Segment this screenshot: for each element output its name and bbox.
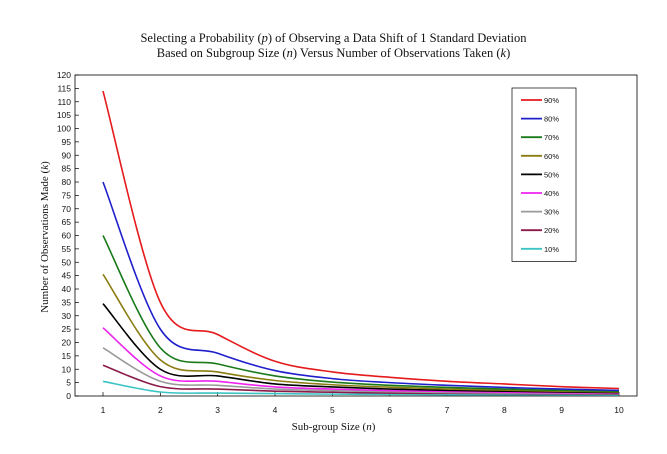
series-line bbox=[102, 90, 620, 390]
y-tick-label: 25 bbox=[62, 324, 72, 334]
title-part: p bbox=[261, 31, 268, 45]
y-tick-label: 95 bbox=[62, 137, 72, 147]
x-tick-label: 2 bbox=[158, 405, 163, 415]
legend-label: 70% bbox=[544, 133, 559, 142]
subtitle-part: n bbox=[286, 46, 293, 60]
y-tick-label: 110 bbox=[57, 97, 71, 107]
ylabel-part: k bbox=[39, 164, 51, 170]
x-tick-label: 4 bbox=[273, 405, 278, 415]
x-tick-label: 3 bbox=[215, 405, 220, 415]
x-tick-label: 8 bbox=[502, 405, 507, 415]
series-line bbox=[102, 327, 620, 394]
y-tick-label: 120 bbox=[57, 70, 71, 80]
title-part: ) of Observing a Data Shift of 1 Standar… bbox=[267, 31, 527, 45]
y-tick-label: 45 bbox=[62, 271, 72, 281]
x-tick-label: 10 bbox=[614, 405, 624, 415]
xlabel-part: ) bbox=[371, 421, 376, 433]
subtitle-part: Based on Subgroup Size ( bbox=[156, 46, 287, 60]
y-tick-label: 30 bbox=[62, 311, 72, 321]
y-tick-label: 0 bbox=[66, 391, 71, 401]
ylabel-part: ) bbox=[39, 161, 51, 165]
y-tick-label: 80 bbox=[62, 177, 72, 187]
y-tick-label: 50 bbox=[62, 257, 72, 267]
y-tick-label: 100 bbox=[57, 124, 71, 134]
y-tick-label: 35 bbox=[62, 297, 72, 307]
series-line bbox=[102, 303, 620, 394]
y-tick-label: 85 bbox=[62, 164, 72, 174]
xlabel-part: Sub-group Size ( bbox=[291, 421, 367, 433]
legend-label: 30% bbox=[544, 208, 559, 217]
series-line bbox=[102, 380, 620, 396]
subtitle-part: ) Versus Number of Observations Taken ( bbox=[292, 46, 501, 60]
legend-label: 90% bbox=[544, 96, 559, 105]
legend-label: 60% bbox=[544, 152, 559, 161]
y-tick-label: 105 bbox=[57, 110, 71, 120]
y-tick-label: 10 bbox=[62, 364, 72, 374]
y-tick-label: 15 bbox=[62, 351, 72, 361]
legend-label: 40% bbox=[544, 189, 559, 198]
y-tick-label: 70 bbox=[62, 204, 72, 214]
y-tick-label: 5 bbox=[66, 378, 71, 388]
y-tick-label: 40 bbox=[62, 284, 72, 294]
legend-label: 10% bbox=[544, 245, 559, 254]
subtitle-part: k bbox=[500, 46, 507, 60]
x-tick-label: 7 bbox=[445, 405, 450, 415]
x-tick-label: 9 bbox=[559, 405, 564, 415]
x-tick-label: 5 bbox=[330, 405, 335, 415]
title-part: Selecting a Probability ( bbox=[140, 31, 262, 45]
chart-title: Selecting a Probability (p) of Observing… bbox=[0, 31, 667, 46]
subtitle-part: ) bbox=[506, 46, 511, 60]
ylabel-part: Number of Observations Made ( bbox=[39, 169, 51, 313]
y-axis-label: Number of Observations Made (k) bbox=[39, 161, 51, 313]
y-tick-label: 55 bbox=[62, 244, 72, 254]
series-line bbox=[102, 235, 620, 392]
y-tick-label: 115 bbox=[57, 83, 71, 93]
xlabel-part: n bbox=[366, 421, 372, 433]
x-tick-label: 1 bbox=[101, 405, 106, 415]
x-axis-label: Sub-group Size (n) bbox=[0, 421, 667, 433]
y-tick-label: 65 bbox=[62, 217, 72, 227]
y-tick-label: 90 bbox=[62, 150, 72, 160]
legend-label: 50% bbox=[544, 170, 559, 179]
x-tick-label: 6 bbox=[387, 405, 392, 415]
y-tick-label: 75 bbox=[62, 190, 72, 200]
y-tick-label: 60 bbox=[62, 231, 72, 241]
legend-label: 80% bbox=[544, 115, 559, 124]
y-tick-label: 20 bbox=[62, 338, 72, 348]
series-line bbox=[102, 273, 620, 393]
chart-subtitle: Based on Subgroup Size (n) Versus Number… bbox=[0, 46, 667, 61]
legend-label: 20% bbox=[544, 226, 559, 235]
series-line bbox=[102, 181, 620, 392]
